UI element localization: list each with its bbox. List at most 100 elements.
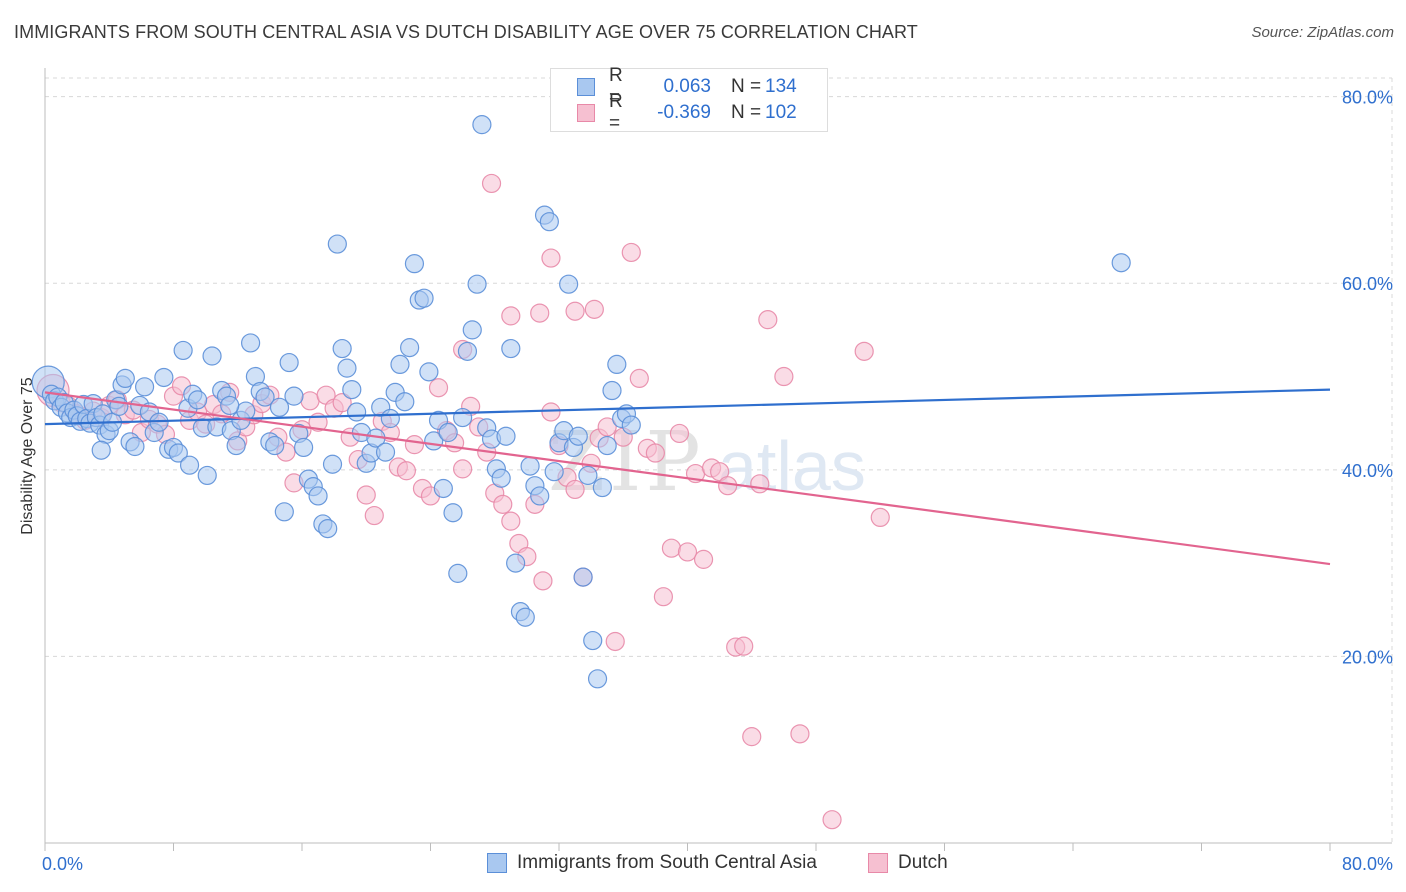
n-value: 102 xyxy=(765,102,797,123)
legend-item-dutch[interactable]: Dutch xyxy=(868,852,948,874)
point-dutch xyxy=(428,378,449,398)
point-dutch xyxy=(693,549,714,569)
n-label: N = xyxy=(731,102,762,123)
legend-label: Dutch xyxy=(898,852,948,873)
point-immigrants xyxy=(347,402,367,422)
point-dutch xyxy=(734,636,754,656)
point-immigrants xyxy=(179,455,200,475)
point-dutch xyxy=(645,443,665,463)
point-dutch xyxy=(758,310,778,330)
point-dutch xyxy=(669,423,690,444)
point-immigrants xyxy=(390,354,410,375)
point-dutch xyxy=(774,366,794,387)
x-tick-label-min: 0.0% xyxy=(42,854,83,874)
point-immigrants xyxy=(154,367,174,388)
point-immigrants xyxy=(414,288,434,308)
point-immigrants xyxy=(337,358,357,378)
point-immigrants xyxy=(520,456,540,476)
series-legend: Immigrants from South Central Asia Dutch xyxy=(0,852,1406,876)
point-dutch xyxy=(541,248,561,268)
point-dutch xyxy=(501,511,521,531)
point-dutch xyxy=(605,631,625,652)
y-tick-label: 40.0% xyxy=(1342,461,1393,481)
point-dutch xyxy=(541,402,561,422)
legend-item-immigrants[interactable]: Immigrants from South Central Asia xyxy=(487,852,817,874)
point-immigrants xyxy=(173,340,193,361)
point-dutch xyxy=(356,485,376,505)
point-immigrants xyxy=(573,567,593,587)
point-dutch xyxy=(565,479,585,500)
point-dutch xyxy=(854,341,874,361)
point-immigrants xyxy=(530,486,550,506)
point-immigrants xyxy=(274,502,294,522)
point-dutch xyxy=(661,538,682,558)
point-immigrants xyxy=(457,341,478,361)
point-immigrants xyxy=(125,436,145,457)
point-immigrants xyxy=(472,115,492,135)
point-dutch xyxy=(653,587,674,607)
point-immigrants xyxy=(607,354,627,375)
point-immigrants xyxy=(506,553,526,573)
point-immigrants xyxy=(462,320,482,340)
point-dutch xyxy=(677,542,698,562)
point-dutch xyxy=(530,303,550,323)
point-immigrants xyxy=(308,486,328,506)
point-dutch xyxy=(332,393,352,413)
point-immigrants xyxy=(265,435,285,456)
r-value: 0.063 xyxy=(663,76,711,97)
point-immigrants xyxy=(342,379,362,400)
source-label: Source: ZipAtlas.com xyxy=(1251,24,1394,41)
point-immigrants xyxy=(544,462,564,482)
point-immigrants xyxy=(226,435,246,456)
y-tick-label: 60.0% xyxy=(1342,274,1393,294)
point-dutch xyxy=(597,417,617,437)
point-immigrants xyxy=(559,274,579,294)
point-dutch xyxy=(501,306,521,326)
point-immigrants xyxy=(294,437,314,458)
point-immigrants xyxy=(375,442,396,462)
x-tick-label-max: 80.0% xyxy=(1342,854,1393,874)
point-dutch xyxy=(493,494,513,514)
chart-title: IMMIGRANTS FROM SOUTH CENTRAL ASIA VS DU… xyxy=(14,22,918,42)
legend-row-immigrants: R = 0.063 N = 134 xyxy=(577,65,805,108)
point-immigrants xyxy=(400,338,420,358)
point-immigrants xyxy=(501,338,521,359)
point-dutch xyxy=(533,571,553,591)
trend-layer xyxy=(44,388,1331,566)
point-immigrants xyxy=(404,254,425,274)
legend-swatch-pink xyxy=(577,104,595,122)
point-immigrants xyxy=(380,408,400,429)
legend-label: Immigrants from South Central Asia xyxy=(517,852,817,873)
point-immigrants xyxy=(318,519,338,539)
point-dutch xyxy=(584,299,604,319)
point-dutch xyxy=(453,459,473,479)
point-immigrants xyxy=(168,443,188,463)
y-tick-label: 80.0% xyxy=(1342,88,1393,108)
legend-row-dutch: R = -0.369 N = 102 xyxy=(577,91,805,134)
legend-swatch-pink xyxy=(868,853,888,873)
point-immigrants xyxy=(322,454,343,474)
point-immigrants xyxy=(602,380,622,401)
point-immigrants xyxy=(202,346,222,366)
point-immigrants xyxy=(284,386,304,406)
r-value: -0.369 xyxy=(657,102,711,123)
axis-layer xyxy=(44,68,1392,851)
point-immigrants xyxy=(597,435,617,456)
point-immigrants xyxy=(241,333,261,353)
point-immigrants xyxy=(583,630,603,651)
point-dutch xyxy=(364,505,384,526)
point-immigrants xyxy=(255,387,275,407)
point-immigrants xyxy=(515,607,535,627)
point-immigrants xyxy=(539,212,559,232)
n-value: 134 xyxy=(765,76,797,97)
point-immigrants xyxy=(327,234,347,254)
point-immigrants xyxy=(395,392,415,412)
y-tick-label: 20.0% xyxy=(1342,647,1393,667)
point-dutch xyxy=(870,507,890,528)
point-immigrants xyxy=(109,396,129,416)
point-dutch xyxy=(822,810,842,830)
point-immigrants xyxy=(438,422,458,443)
point-immigrants xyxy=(491,468,511,488)
point-dutch xyxy=(718,476,738,496)
